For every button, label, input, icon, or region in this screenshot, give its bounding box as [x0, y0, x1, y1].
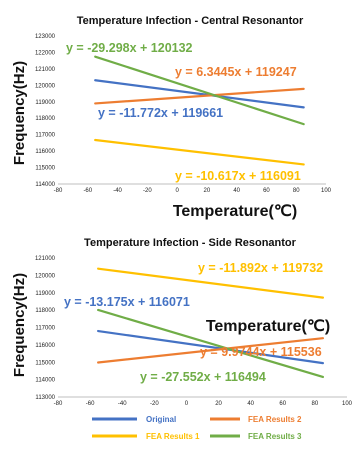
y-tick-label: 122000: [35, 50, 56, 56]
series-line-fea-results-2: [94, 87, 305, 105]
equation-fea-results-2: y = 6.3445x + 119247: [175, 65, 297, 79]
series-line-fea-results-2: [97, 337, 325, 364]
chart-central-resonator: Temperature Infection - Central Resonant…: [11, 15, 332, 220]
y-tick-label: 113000: [35, 395, 55, 401]
x-tick-label: 80: [312, 401, 319, 407]
x-tick-label: -40: [113, 188, 122, 194]
x-axis-label: Temperature(℃): [206, 318, 330, 335]
x-tick-label: 100: [321, 188, 332, 194]
x-tick-label: 20: [204, 188, 211, 194]
equation-fea-results-1: y = -10.617x + 116091: [175, 169, 301, 183]
x-tick-label: 80: [293, 188, 300, 194]
y-tick-label: 114000: [35, 378, 55, 384]
x-tick-label: 20: [215, 401, 222, 407]
series-line-fea-results-3: [97, 308, 325, 379]
x-tick-label: 0: [185, 401, 189, 407]
equation-fea-results-1: y = -11.892x + 119732: [198, 261, 323, 275]
chart-title: Temperature Infection - Central Resonant…: [77, 15, 304, 27]
y-axis-label: Frequency(Hz): [11, 273, 28, 377]
y-tick-label: 118000: [35, 116, 55, 122]
equation-fea-results-3: y = -29.298x + 120132: [66, 41, 193, 55]
x-tick-label: 60: [279, 401, 286, 407]
series-line-original: [94, 79, 305, 109]
x-tick-label: 0: [175, 188, 179, 194]
equation-original: y = -11.772x + 119661: [98, 106, 223, 120]
x-tick-label: 100: [342, 401, 353, 407]
y-tick-label: 120000: [35, 273, 56, 279]
x-tick-label: -80: [54, 401, 63, 407]
series-line-fea-results-1: [94, 138, 305, 166]
x-tick-label: -20: [143, 188, 152, 194]
x-tick-label: -60: [83, 188, 92, 194]
legend-label-fea-results-3: FEA Results 3: [248, 432, 302, 441]
x-tick-label: 40: [247, 401, 254, 407]
x-tick-label: -40: [118, 401, 127, 407]
x-tick-label: 40: [233, 188, 240, 194]
x-axis-label: Temperature(℃): [173, 203, 297, 220]
y-tick-label: 114000: [35, 182, 55, 188]
chart-title: Temperature Infection - Side Resonantor: [84, 237, 297, 249]
equation-original: y = -13.175x + 116071: [64, 295, 190, 309]
series-line-original: [97, 329, 325, 365]
legend-label-fea-results-1: FEA Results 1: [146, 432, 200, 441]
x-tick-label: 60: [263, 188, 270, 194]
equation-fea-results-3: y = -27.552x + 116494: [140, 370, 266, 384]
y-tick-label: 117000: [35, 326, 55, 332]
y-axis-label: Frequency(Hz): [11, 61, 28, 165]
equation-fea-results-2: y = 9.9744x + 115536: [200, 345, 322, 359]
legend-label-fea-results-2: FEA Results 2: [248, 415, 302, 424]
y-tick-label: 119000: [35, 291, 55, 297]
y-tick-label: 120000: [35, 83, 56, 89]
y-tick-label: 123000: [35, 34, 56, 40]
series-line-fea-results-1: [97, 267, 325, 299]
y-tick-label: 115000: [35, 166, 55, 172]
series-line-fea-results-3: [94, 55, 305, 126]
legend-label-original: Original: [146, 415, 176, 424]
y-tick-label: 116000: [35, 343, 55, 349]
y-tick-label: 118000: [35, 308, 55, 314]
y-tick-label: 115000: [35, 360, 55, 366]
x-tick-label: -20: [150, 401, 159, 407]
x-tick-label: -80: [54, 188, 63, 194]
chart-side-resonator: Temperature Infection - Side Resonantor …: [11, 237, 353, 407]
y-tick-label: 116000: [35, 149, 55, 155]
y-tick-label: 121000: [35, 256, 56, 262]
y-tick-label: 119000: [35, 100, 55, 106]
x-tick-label: -60: [86, 401, 95, 407]
y-tick-label: 121000: [35, 67, 56, 73]
y-tick-label: 117000: [35, 133, 55, 139]
chart-legend: Original FEA Results 2 FEA Results 1 FEA…: [92, 415, 302, 441]
